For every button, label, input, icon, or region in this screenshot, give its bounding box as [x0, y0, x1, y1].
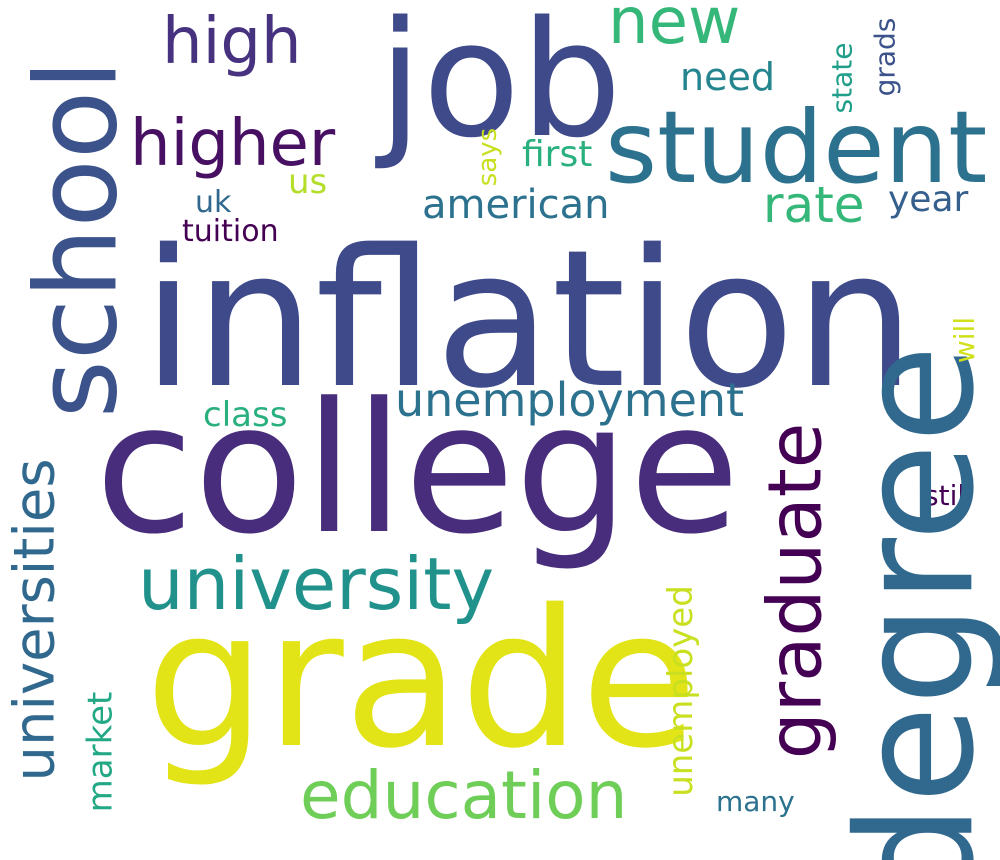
word-high: high [162, 5, 302, 79]
word-state: state [825, 42, 859, 114]
word-unemployed: unemployed [660, 585, 701, 797]
word-year: year [888, 179, 969, 220]
word-need: need [680, 55, 775, 99]
word-inflation: inflation [142, 209, 916, 430]
word-college: college [95, 365, 740, 574]
word-first: first [522, 134, 593, 175]
word-class: class [203, 395, 288, 435]
word-school: school [12, 59, 143, 419]
word-degree: degree [822, 344, 1000, 860]
word-unemployment: unemployment [395, 373, 745, 427]
word-university: university [138, 542, 495, 626]
word-rate: rate [763, 176, 865, 234]
word-job: job [378, 0, 622, 173]
word-many: many [716, 785, 795, 818]
word-new: new [608, 0, 741, 59]
word-uk: uk [195, 185, 232, 220]
word-student: student [605, 89, 988, 206]
word-graduate: graduate [752, 422, 839, 760]
word-will: will [948, 316, 982, 364]
word-universities: universities [2, 458, 68, 782]
word-education: education [300, 757, 628, 834]
word-tuition: tuition [182, 214, 279, 249]
word-still: still [924, 479, 973, 512]
word-american: american [422, 182, 610, 228]
word-us: us [288, 162, 328, 202]
word-market: market [80, 691, 121, 813]
word-says: says [473, 127, 504, 187]
word-higher: higher [130, 107, 336, 181]
word-grads: grads [868, 17, 902, 97]
word-grade: grade [145, 569, 698, 790]
